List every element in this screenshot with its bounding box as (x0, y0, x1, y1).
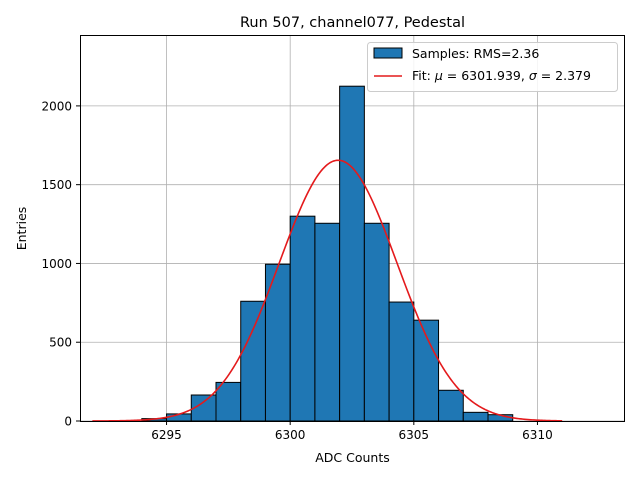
legend: Samples: RMS=2.36 Fit: μ = 6301.939, σ =… (367, 42, 618, 92)
chart-title: Run 507, channel077, Pedestal (240, 15, 465, 31)
x-tick-label: 6300 (275, 428, 306, 442)
histogram-bar (314, 222, 341, 422)
y-tick-label: 0 (64, 415, 72, 429)
legend-fit-sigma-text: = 2.379 (537, 68, 591, 83)
x-axis-ticks: 6295 6300 6305 6310 (151, 421, 553, 442)
y-axis-label: Entries (14, 207, 29, 251)
legend-fit-mu-symbol: μ (434, 68, 443, 83)
legend-swatch-samples (373, 47, 403, 59)
legend-fit-sigma-symbol: σ (529, 68, 538, 83)
x-tick-label: 6310 (522, 428, 553, 442)
y-axis-ticks: 0 500 1000 1500 2000 (41, 99, 80, 429)
x-axis-label: ADC Counts (315, 450, 390, 465)
y-tick-label: 2000 (41, 99, 72, 113)
y-tick-label: 500 (49, 336, 72, 350)
x-tick-label: 6295 (151, 428, 182, 442)
x-tick-label: 6305 (399, 428, 430, 442)
histogram-bar (363, 222, 390, 422)
histogram-bar (240, 300, 266, 422)
histogram-bar (289, 215, 316, 422)
legend-fit-mu-text: = 6301.939, (443, 68, 529, 83)
histogram-bar (339, 85, 365, 422)
histogram-bar (438, 389, 464, 422)
histogram-bar (215, 381, 242, 422)
histogram-bar (462, 411, 489, 422)
histogram-bar (388, 301, 415, 422)
legend-label-samples: Samples: RMS=2.36 (412, 46, 539, 61)
plot-frame (80, 35, 625, 422)
fit-curve (92, 159, 563, 422)
legend-fit-prefix: Fit: (412, 68, 435, 83)
y-tick-label: 1500 (41, 178, 72, 192)
histogram-bar (413, 319, 440, 422)
legend-box (367, 42, 618, 92)
y-tick-label: 1000 (41, 257, 72, 271)
histogram-bars (141, 85, 514, 422)
legend-label-fit: Fit: μ = 6301.939, σ = 2.379 (412, 68, 591, 83)
